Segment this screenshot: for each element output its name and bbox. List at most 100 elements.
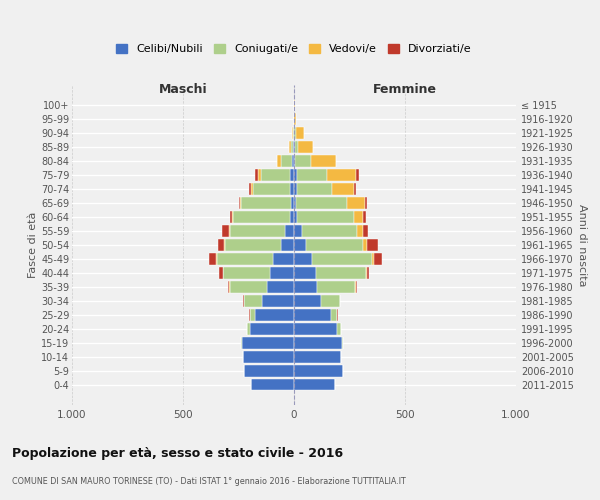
Bar	[273, 253, 294, 265]
Bar	[224, 239, 225, 251]
Bar	[251, 184, 253, 195]
Bar	[363, 211, 366, 223]
Bar	[230, 225, 285, 237]
Bar	[372, 253, 374, 265]
Bar	[243, 295, 244, 306]
Bar	[294, 197, 296, 209]
Bar	[290, 142, 293, 154]
Bar	[294, 239, 306, 251]
Bar	[295, 114, 296, 126]
Bar	[239, 197, 241, 209]
Bar	[260, 170, 290, 181]
Bar	[356, 281, 357, 293]
Bar	[233, 211, 290, 223]
Bar	[290, 211, 294, 223]
Bar	[320, 295, 340, 306]
Bar	[294, 170, 298, 181]
Bar	[331, 309, 337, 320]
Bar	[306, 239, 363, 251]
Bar	[250, 184, 251, 195]
Bar	[281, 156, 292, 167]
Bar	[294, 295, 320, 306]
Bar	[317, 281, 355, 293]
Bar	[302, 225, 357, 237]
Bar	[258, 170, 260, 181]
Bar	[268, 281, 294, 293]
Bar	[232, 211, 233, 223]
Bar	[229, 225, 230, 237]
Bar	[294, 378, 335, 390]
Bar	[294, 336, 342, 348]
Bar	[298, 211, 354, 223]
Bar	[294, 309, 331, 320]
Bar	[244, 364, 294, 376]
Bar	[253, 184, 290, 195]
Bar	[243, 350, 294, 362]
Bar	[294, 142, 295, 154]
Bar	[347, 197, 365, 209]
Bar	[367, 267, 370, 279]
Y-axis label: Anni di nascita: Anni di nascita	[577, 204, 587, 286]
Bar	[354, 184, 356, 195]
Bar	[365, 197, 367, 209]
Bar	[217, 253, 273, 265]
Bar	[269, 267, 294, 279]
Bar	[256, 170, 258, 181]
Legend: Celibi/Nubili, Coniugati/e, Vedovi/e, Divorziati/e: Celibi/Nubili, Coniugati/e, Vedovi/e, Di…	[112, 40, 476, 58]
Bar	[230, 281, 268, 293]
Bar	[255, 309, 294, 320]
Bar	[311, 156, 336, 167]
Bar	[295, 156, 311, 167]
Bar	[244, 295, 262, 306]
Bar	[219, 267, 223, 279]
Bar	[295, 142, 298, 154]
Bar	[294, 253, 312, 265]
Bar	[294, 364, 343, 376]
Bar	[294, 267, 316, 279]
Bar	[363, 239, 367, 251]
Bar	[363, 225, 368, 237]
Bar	[250, 309, 255, 320]
Bar	[356, 170, 359, 181]
Bar	[262, 295, 294, 306]
Bar	[294, 225, 302, 237]
Bar	[222, 225, 229, 237]
Bar	[366, 267, 367, 279]
Bar	[251, 378, 294, 390]
Bar	[294, 323, 337, 334]
Bar	[294, 281, 317, 293]
Bar	[296, 128, 304, 140]
Bar	[312, 253, 372, 265]
Bar	[342, 336, 343, 348]
Bar	[298, 142, 313, 154]
Bar	[285, 225, 294, 237]
Bar	[225, 239, 281, 251]
Text: Femmine: Femmine	[373, 82, 437, 96]
Bar	[218, 239, 224, 251]
Y-axis label: Fasce di età: Fasce di età	[28, 212, 38, 278]
Bar	[216, 253, 217, 265]
Bar	[277, 156, 281, 167]
Bar	[374, 253, 382, 265]
Bar	[290, 184, 294, 195]
Bar	[298, 184, 332, 195]
Bar	[230, 211, 232, 223]
Bar	[241, 197, 290, 209]
Bar	[357, 225, 363, 237]
Bar	[293, 142, 294, 154]
Bar	[228, 281, 229, 293]
Bar	[292, 156, 294, 167]
Bar	[223, 267, 269, 279]
Text: Popolazione per età, sesso e stato civile - 2016: Popolazione per età, sesso e stato civil…	[12, 448, 343, 460]
Text: COMUNE DI SAN MAURO TORINESE (TO) - Dati ISTAT 1° gennaio 2016 - Elaborazione TU: COMUNE DI SAN MAURO TORINESE (TO) - Dati…	[12, 478, 406, 486]
Bar	[209, 253, 217, 265]
Bar	[355, 281, 356, 293]
Bar	[294, 350, 341, 362]
Bar	[337, 323, 341, 334]
Bar	[367, 239, 379, 251]
Bar	[247, 323, 250, 334]
Bar	[354, 211, 363, 223]
Bar	[294, 211, 298, 223]
Bar	[241, 336, 242, 348]
Bar	[281, 239, 294, 251]
